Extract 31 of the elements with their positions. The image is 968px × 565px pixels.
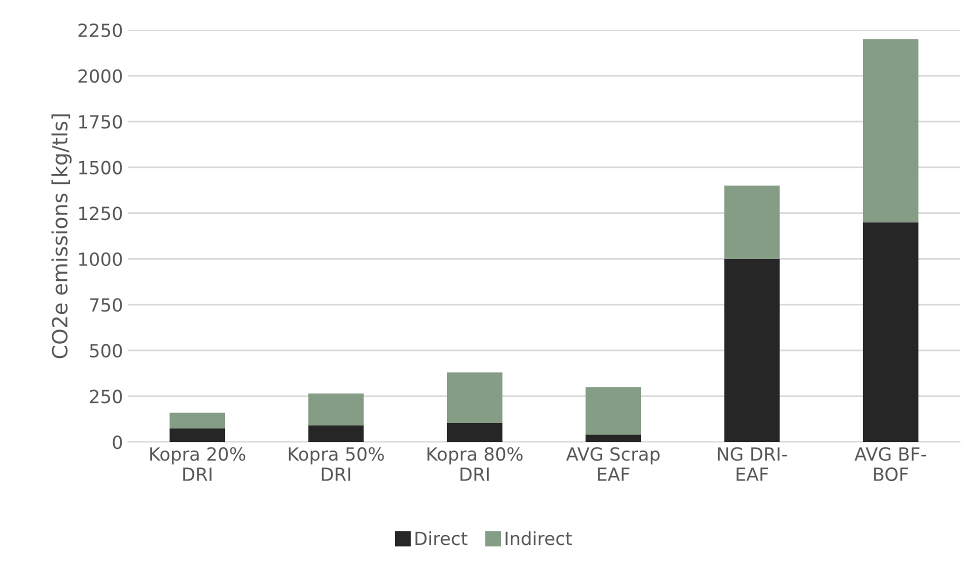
y-tick-label: 2250 — [78, 23, 122, 38]
x-tick-label: Kopra 50% DRI — [288, 447, 384, 481]
y-tick-label: 2000 — [78, 69, 122, 83]
x-tick-label: AVG BF- BOF — [854, 447, 926, 482]
legend-label: Indirect — [506, 531, 572, 546]
legend-label: Direct — [416, 531, 468, 546]
x-tick-label: Kopra 20% DRI — [150, 447, 246, 481]
bar — [308, 393, 364, 426]
bar — [308, 426, 364, 442]
y-axis-title: CO2e emissions [kg/tls] — [51, 114, 72, 358]
bar — [170, 412, 226, 428]
y-tick-label: 1500 — [79, 160, 122, 174]
bar — [862, 222, 918, 442]
bar — [586, 434, 642, 442]
bar — [446, 422, 502, 442]
y-tick-label: 1250 — [79, 206, 122, 220]
bar — [586, 387, 642, 435]
y-tick-label: 0 — [112, 435, 122, 450]
y-tick-label: 1750 — [79, 115, 122, 129]
y-tick-label: 1000 — [79, 252, 122, 266]
bar — [446, 372, 502, 423]
y-tick-label: 750 — [90, 298, 122, 312]
y-tick-label: 250 — [90, 390, 122, 404]
bar — [724, 186, 780, 259]
bar — [724, 258, 780, 442]
x-tick-label: AVG Scrap EAF — [566, 447, 660, 481]
bar — [862, 39, 918, 222]
y-tick-label: 500 — [90, 344, 122, 358]
x-tick-label: Kopra 80% DRI — [428, 447, 523, 481]
bar — [170, 428, 226, 442]
x-tick-label: NG DRI- EAF — [718, 447, 787, 481]
